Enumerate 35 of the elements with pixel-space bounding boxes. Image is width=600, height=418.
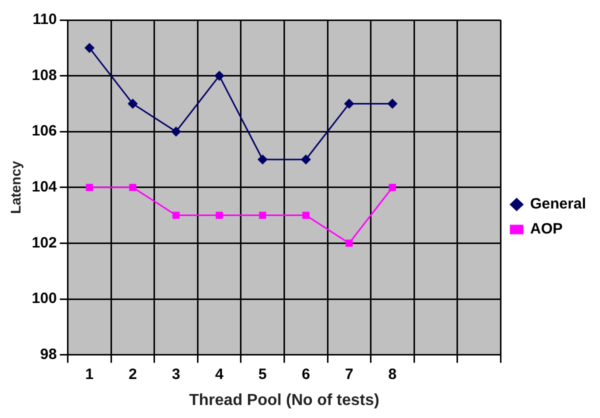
point (344, 98, 354, 108)
point (259, 212, 266, 219)
point (84, 43, 94, 53)
legend-label: General (530, 196, 586, 213)
point (171, 126, 181, 136)
y-tick-label: 110 (32, 11, 57, 28)
point (388, 98, 398, 108)
point (86, 184, 94, 191)
point (388, 184, 396, 191)
y-tick-label: 106 (32, 122, 57, 140)
x-tick-label: 2 (128, 366, 137, 383)
point (129, 184, 136, 191)
x-tick-label: 5 (258, 366, 267, 383)
point (346, 240, 353, 247)
point (172, 212, 180, 219)
point (216, 212, 223, 219)
x-axis-title: Thread Pool (No of tests) (189, 392, 380, 409)
y-tick-label: 108 (32, 66, 57, 84)
y-tick-label: 104 (32, 178, 58, 196)
x-tick-label: 1 (85, 366, 94, 383)
point (301, 154, 311, 164)
y-tick-label: 102 (32, 234, 57, 252)
point (258, 154, 268, 164)
x-tick-label: 6 (302, 366, 310, 383)
y-tick-label: 98 (40, 346, 57, 363)
x-tick-label: 3 (172, 366, 180, 383)
x-tick-label: 4 (215, 366, 224, 383)
legend-label: AOP (530, 220, 563, 238)
point (302, 212, 310, 219)
point (214, 71, 224, 81)
y-axis-title: Latency (7, 160, 24, 214)
x-tick-label: 8 (388, 366, 397, 383)
y-tick-label: 100 (32, 290, 57, 308)
point (128, 98, 138, 108)
x-tick-label: 7 (344, 366, 354, 383)
